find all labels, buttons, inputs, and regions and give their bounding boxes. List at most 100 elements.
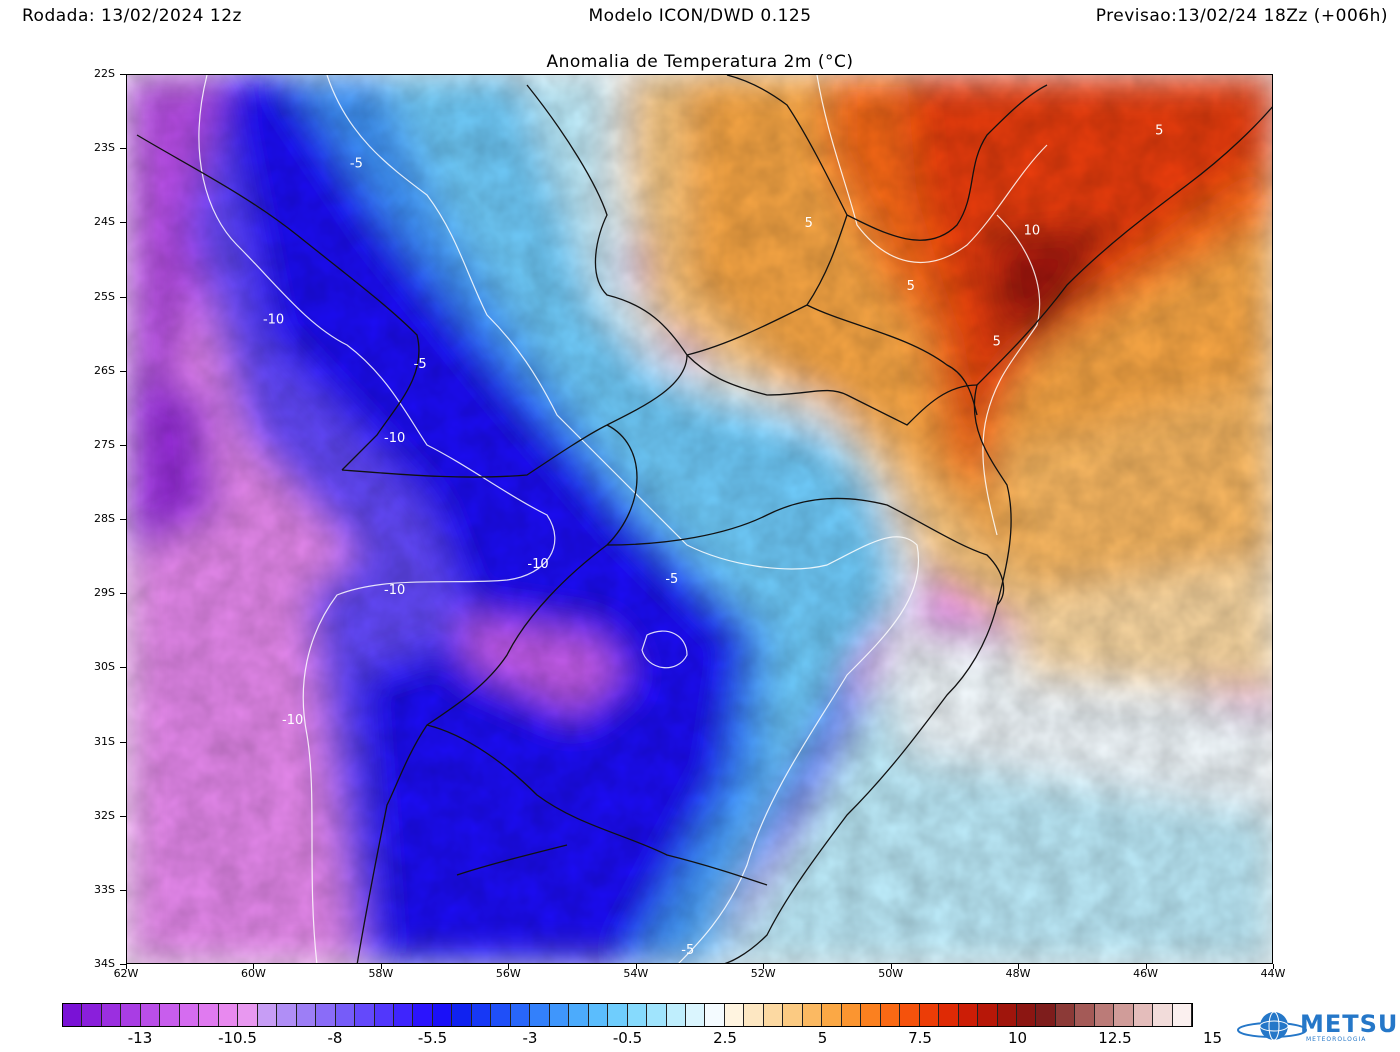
political-borders xyxy=(136,75,1272,963)
colorbar-segment xyxy=(1036,1004,1056,1026)
colorbar-segment xyxy=(763,1004,784,1026)
contour-label: 5 xyxy=(805,216,813,231)
lat-label: 34S xyxy=(94,957,115,970)
contour-label: -10 xyxy=(282,713,303,728)
lon-label: 58W xyxy=(368,967,394,980)
colorbar-segment xyxy=(140,1004,161,1026)
colorbar-segment xyxy=(1153,1004,1173,1026)
metsul-logo-text: METSUL xyxy=(1300,1010,1400,1038)
colorbar-segment xyxy=(900,1004,920,1026)
lon-label: 46W xyxy=(1133,967,1158,980)
map-frame: -5 -10 -5 -10 -10 -10 -5 -10 -5 5 10 5 5 5 xyxy=(126,74,1273,964)
colorbar-segment xyxy=(1114,1004,1134,1026)
contour-label: -10 xyxy=(384,583,405,598)
colorbar-segment xyxy=(452,1004,472,1026)
lon-tick xyxy=(635,964,637,969)
colorbar-tick-label: -5.5 xyxy=(417,1029,448,1047)
contour-label: -5 xyxy=(665,572,678,587)
colorbar-segment xyxy=(530,1004,550,1026)
colorbar-segment xyxy=(783,1004,803,1026)
colorbar-segment xyxy=(491,1004,511,1026)
colorbar-segment xyxy=(355,1004,375,1026)
colorbar-segment xyxy=(296,1004,317,1026)
colorbar-tick-label: 15 xyxy=(1202,1029,1223,1047)
map-title: Anomalia de Temperatura 2m (°C) xyxy=(546,52,854,72)
contour-label: -5 xyxy=(681,943,694,958)
contour-label: 5 xyxy=(1155,123,1163,138)
lat-tick xyxy=(120,296,126,298)
lat-tick xyxy=(120,519,126,520)
contour-label: 10 xyxy=(1024,223,1041,238)
lat-tick xyxy=(120,444,126,446)
lat-tick xyxy=(120,741,126,743)
lon-label: 44W xyxy=(1260,967,1286,980)
lon-label: 50W xyxy=(878,967,904,980)
colorbar-segment xyxy=(432,1004,453,1026)
colorbar-tick-label: -0.5 xyxy=(612,1029,643,1047)
colorbar-segment xyxy=(471,1004,492,1026)
lat-tick xyxy=(120,74,126,75)
colorbar-segment xyxy=(238,1004,258,1026)
colorbar-segment xyxy=(160,1004,180,1026)
colorbar-segment xyxy=(569,1004,589,1026)
lat-label: 24S xyxy=(94,215,115,229)
colorbar-segment xyxy=(1016,1004,1037,1026)
colorbar-tick-label: 7.5 xyxy=(908,1029,932,1047)
colorbar-segment xyxy=(82,1004,102,1026)
lat-tick xyxy=(120,222,126,224)
colorbar-tick-label: -3 xyxy=(522,1029,538,1047)
lon-tick xyxy=(126,964,127,969)
colorbar-tick-label: -8 xyxy=(327,1029,343,1047)
colorbar-segment xyxy=(724,1004,745,1026)
contour-lines xyxy=(198,75,1048,963)
colorbar-tick-label: 10 xyxy=(1007,1029,1028,1047)
colorbar-segment xyxy=(1055,1004,1076,1026)
colorbar-segment xyxy=(121,1004,141,1026)
lat-tick xyxy=(120,964,126,965)
lat-label: 33S xyxy=(94,882,115,896)
colorbar-tick-label: -10.5 xyxy=(218,1029,257,1047)
lon-tick xyxy=(763,964,765,969)
colorbar-segment xyxy=(841,1004,862,1026)
colorbar-segment xyxy=(627,1004,648,1026)
lat-label: 29S xyxy=(94,586,115,600)
lat-tick xyxy=(120,815,126,817)
colorbar-tick-label: -13 xyxy=(127,1029,153,1047)
colorbar-segment xyxy=(880,1004,901,1026)
lat-tick xyxy=(120,667,126,669)
lon-label: 62W xyxy=(113,967,139,980)
colorbar-segment xyxy=(393,1004,414,1026)
lon-tick xyxy=(1273,964,1274,969)
lat-label: 28S xyxy=(94,512,115,525)
colorbar-tick-label: 5 xyxy=(817,1029,828,1047)
contour-labels: -5 -10 -5 -10 -10 -10 -5 -10 -5 5 10 5 5 5 xyxy=(263,123,1163,958)
contour-label: -10 xyxy=(384,431,405,446)
colorbar-segment xyxy=(861,1004,881,1026)
lon-tick xyxy=(890,964,892,969)
run-label: Rodada: 13/02/2024 12z xyxy=(22,6,242,26)
lat-tick xyxy=(120,593,126,595)
colorbar-segment xyxy=(63,1004,83,1026)
colorbar-segment xyxy=(744,1004,764,1026)
lon-label: 56W xyxy=(495,967,521,980)
colorbar-segment xyxy=(199,1004,219,1026)
colorbar-segment xyxy=(997,1004,1017,1026)
colorbar-segment xyxy=(101,1004,122,1026)
colorbar-segment xyxy=(588,1004,609,1026)
colorbar-segment xyxy=(666,1004,686,1026)
colorbar-segment xyxy=(257,1004,278,1026)
colorbar-segment xyxy=(919,1004,940,1026)
colorbar-segment xyxy=(1133,1004,1154,1026)
colorbar-segment xyxy=(549,1004,570,1026)
lat-tick xyxy=(120,148,126,150)
colorbar-segment xyxy=(413,1004,433,1026)
colorbar-segment xyxy=(1094,1004,1115,1026)
contour-label: 5 xyxy=(907,279,915,294)
colorbar-segment xyxy=(335,1004,356,1026)
lat-label: 22S xyxy=(94,67,115,80)
lat-label: 26S xyxy=(94,363,115,377)
colorbar xyxy=(62,1003,1193,1027)
colorbar-segment xyxy=(608,1004,628,1026)
contour-label: -10 xyxy=(527,557,548,572)
lat-label: 27S xyxy=(94,437,115,451)
